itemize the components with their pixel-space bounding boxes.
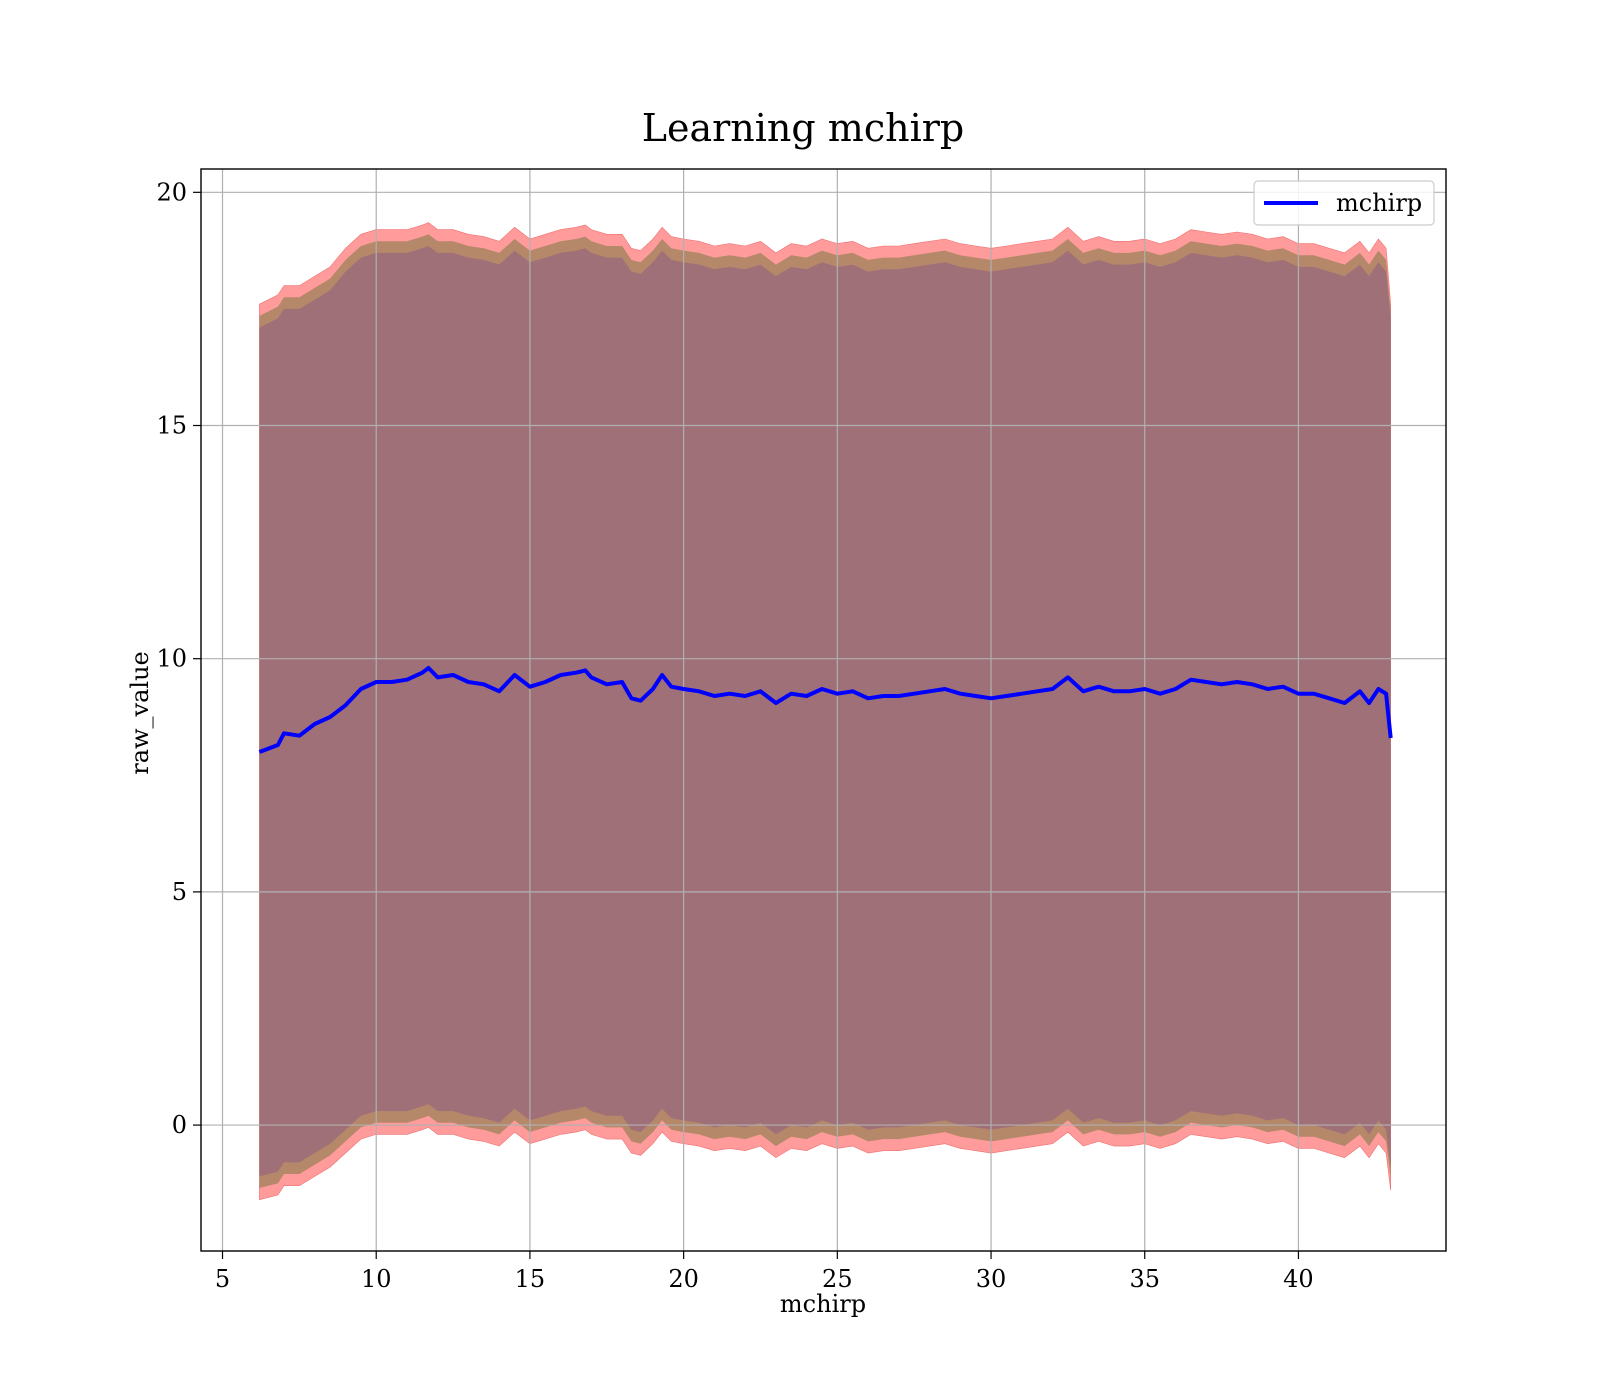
x-tick-label: 25 (822, 1265, 853, 1293)
y-tick-label: 5 (172, 878, 187, 906)
series-line-mchirp (258, 666, 1393, 754)
x-tick-label: 10 (361, 1265, 392, 1293)
x-tick-label: 40 (1283, 1265, 1314, 1293)
x-tick-label: 20 (668, 1265, 699, 1293)
x-tick-label: 15 (515, 1265, 546, 1293)
legend-label-mchirp: mchirp (1336, 189, 1422, 217)
y-tick-label: 20 (156, 178, 187, 206)
confidence-band-inner (259, 246, 1391, 1177)
plot-area: 5 10 15 20 25 30 35 40 0 5 10 15 20 mchirp (156, 168, 1447, 1293)
axes-frame (200, 168, 1447, 1252)
x-axis-label: mchirp (780, 1290, 866, 1318)
x-tick-label: 35 (1129, 1265, 1160, 1293)
y-tick-label: 15 (156, 412, 187, 440)
y-axis-label: raw_value (126, 651, 154, 775)
x-tick-label: 30 (976, 1265, 1007, 1293)
chart-title: Learning mchirp (642, 106, 964, 150)
x-tick-label: 5 (215, 1265, 230, 1293)
legend-box (1253, 180, 1435, 226)
y-tick-label: 0 (172, 1111, 187, 1139)
y-tick-label: 10 (156, 645, 187, 673)
